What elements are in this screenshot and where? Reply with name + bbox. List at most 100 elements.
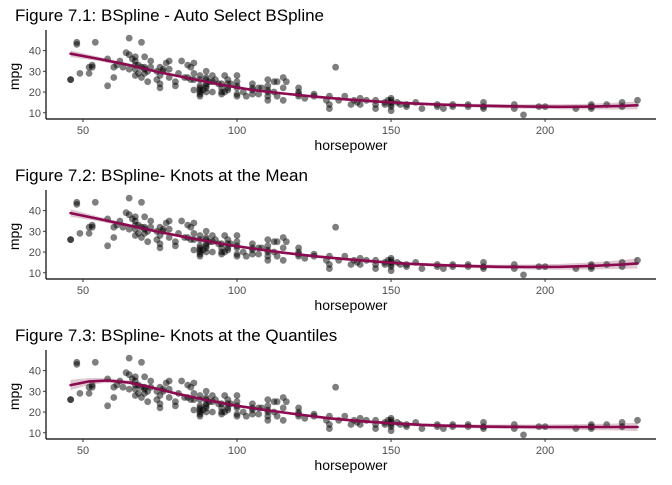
data-point bbox=[156, 240, 164, 248]
data-point bbox=[264, 396, 272, 403]
data-point bbox=[202, 88, 210, 96]
data-point bbox=[273, 412, 281, 420]
y-tick-label: 40 bbox=[29, 366, 41, 378]
data-point bbox=[209, 248, 216, 256]
y-tick-label: 40 bbox=[29, 206, 41, 218]
scatter-points bbox=[67, 34, 641, 119]
data-point bbox=[480, 259, 487, 266]
y-tick-label: 30 bbox=[29, 66, 41, 78]
chart-panel-1: Figure 7.1: BSpline - Auto Select BSplin… bbox=[6, 6, 656, 153]
data-point bbox=[224, 86, 232, 94]
data-point bbox=[332, 383, 339, 391]
data-point bbox=[326, 425, 333, 432]
y-tick-label: 30 bbox=[29, 226, 41, 238]
data-point bbox=[480, 99, 487, 106]
data-point bbox=[279, 84, 287, 92]
data-point bbox=[190, 86, 198, 94]
data-point bbox=[264, 76, 272, 83]
data-point bbox=[279, 244, 287, 252]
y-tick-label: 10 bbox=[29, 268, 41, 280]
data-point bbox=[190, 246, 198, 254]
data-point bbox=[418, 265, 426, 272]
data-point bbox=[242, 252, 250, 260]
data-point bbox=[125, 194, 133, 202]
data-point bbox=[190, 70, 198, 77]
data-point bbox=[202, 408, 210, 416]
data-point bbox=[156, 400, 164, 408]
data-point bbox=[147, 217, 155, 225]
data-point bbox=[634, 416, 641, 424]
data-point bbox=[76, 390, 84, 397]
y-tick-label: 40 bbox=[29, 46, 41, 58]
data-point bbox=[88, 63, 96, 71]
data-point bbox=[233, 392, 241, 399]
data-point bbox=[295, 244, 302, 252]
y-tick-label: 20 bbox=[29, 407, 41, 419]
data-point bbox=[634, 96, 641, 104]
data-point bbox=[295, 84, 302, 92]
data-point bbox=[202, 387, 210, 395]
data-point bbox=[196, 72, 204, 79]
data-point bbox=[190, 59, 198, 67]
data-point bbox=[147, 57, 155, 65]
data-point bbox=[480, 419, 487, 426]
data-point bbox=[273, 78, 281, 86]
chart-title: Figure 7.3: BSpline- Knots at the Quanti… bbox=[15, 326, 337, 345]
data-point bbox=[67, 236, 74, 244]
data-point bbox=[196, 412, 204, 420]
data-point bbox=[138, 358, 145, 366]
data-point bbox=[282, 78, 290, 86]
data-point bbox=[224, 246, 232, 254]
data-point bbox=[279, 256, 287, 264]
data-point bbox=[209, 408, 216, 416]
data-point bbox=[202, 248, 210, 256]
data-point bbox=[88, 223, 96, 231]
data-point bbox=[172, 242, 179, 250]
data-point bbox=[332, 223, 339, 231]
data-point bbox=[279, 96, 287, 104]
data-point bbox=[202, 67, 210, 75]
data-point bbox=[273, 398, 281, 406]
data-point bbox=[125, 225, 133, 233]
data-point bbox=[85, 70, 93, 77]
data-point bbox=[387, 267, 395, 275]
data-point bbox=[88, 383, 96, 391]
data-point bbox=[104, 242, 111, 250]
data-point bbox=[242, 412, 250, 420]
chart-title: Figure 7.2: BSpline- Knots at the Mean bbox=[15, 166, 308, 185]
data-point bbox=[233, 252, 241, 260]
data-point bbox=[326, 265, 333, 272]
data-point bbox=[356, 421, 364, 428]
data-point bbox=[156, 80, 164, 88]
data-point bbox=[255, 250, 262, 258]
data-point bbox=[165, 57, 173, 65]
data-point bbox=[341, 412, 349, 420]
x-tick-label: 200 bbox=[536, 125, 554, 137]
data-point bbox=[273, 238, 281, 246]
data-point bbox=[387, 254, 395, 262]
data-point bbox=[255, 410, 262, 418]
data-point bbox=[418, 425, 426, 432]
data-point bbox=[67, 396, 74, 403]
data-point bbox=[372, 265, 379, 272]
y-tick-label: 10 bbox=[29, 108, 41, 120]
data-point bbox=[178, 217, 186, 225]
data-point bbox=[165, 394, 173, 401]
data-point bbox=[125, 385, 133, 393]
data-point bbox=[91, 198, 99, 206]
x-axis-label: horsepower bbox=[314, 137, 387, 153]
data-point bbox=[387, 414, 395, 422]
y-axis-label: mpg bbox=[6, 223, 22, 250]
data-point bbox=[387, 107, 395, 115]
data-point bbox=[190, 230, 198, 237]
data-point bbox=[76, 230, 84, 237]
data-point bbox=[249, 250, 256, 258]
data-point bbox=[520, 111, 527, 119]
data-point bbox=[520, 271, 527, 279]
data-point bbox=[141, 213, 149, 221]
x-tick-label: 50 bbox=[77, 445, 89, 457]
y-tick-label: 20 bbox=[29, 87, 41, 99]
data-point bbox=[144, 238, 152, 246]
